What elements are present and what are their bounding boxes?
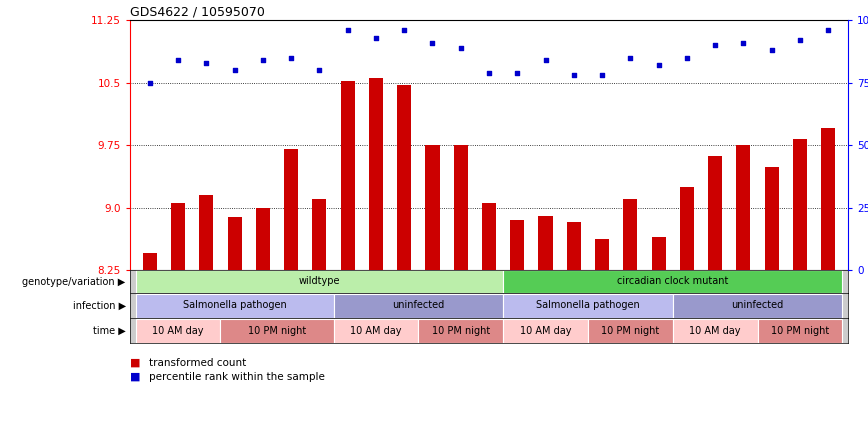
Bar: [765, 168, 779, 270]
Text: wildtype: wildtype: [299, 277, 340, 286]
Point: [538, 57, 552, 63]
Text: transformed count: transformed count: [149, 358, 247, 368]
Text: ■: ■: [130, 372, 141, 382]
Bar: [340, 81, 355, 270]
Point: [510, 69, 524, 76]
Bar: [256, 208, 270, 270]
Point: [227, 66, 241, 73]
Bar: [588, 319, 673, 343]
Point: [454, 44, 468, 51]
Text: ■: ■: [130, 358, 141, 368]
Bar: [708, 156, 722, 270]
Bar: [333, 294, 503, 318]
Bar: [227, 217, 241, 270]
Bar: [284, 149, 299, 270]
Text: 10 PM night: 10 PM night: [602, 326, 660, 335]
Text: GDS4622 / 10595070: GDS4622 / 10595070: [130, 6, 265, 19]
Text: 10 PM night: 10 PM night: [248, 326, 306, 335]
Bar: [135, 294, 333, 318]
Bar: [200, 195, 214, 270]
Point: [398, 27, 411, 33]
Point: [284, 54, 298, 61]
Bar: [425, 145, 439, 270]
Bar: [758, 319, 842, 343]
Bar: [736, 145, 751, 270]
Point: [256, 57, 270, 63]
Bar: [135, 319, 220, 343]
Text: uninfected: uninfected: [732, 300, 784, 310]
Point: [793, 37, 807, 44]
Point: [200, 59, 214, 66]
Bar: [673, 294, 842, 318]
Bar: [595, 239, 609, 270]
Text: 10 PM night: 10 PM night: [431, 326, 490, 335]
Bar: [503, 319, 588, 343]
Bar: [510, 220, 524, 270]
Bar: [398, 85, 411, 270]
Text: genotype/variation ▶: genotype/variation ▶: [23, 277, 126, 286]
Text: 10 AM day: 10 AM day: [689, 326, 741, 335]
Text: uninfected: uninfected: [392, 300, 444, 310]
Point: [341, 27, 355, 33]
Bar: [503, 270, 842, 293]
Bar: [680, 187, 694, 270]
Point: [623, 54, 637, 61]
Bar: [503, 294, 673, 318]
Bar: [454, 145, 468, 270]
Bar: [312, 199, 326, 270]
Point: [595, 71, 609, 78]
Point: [708, 41, 722, 48]
Text: 10 AM day: 10 AM day: [350, 326, 402, 335]
Text: infection ▶: infection ▶: [73, 300, 126, 310]
Bar: [623, 199, 637, 270]
Bar: [821, 128, 835, 270]
Text: circadian clock mutant: circadian clock mutant: [617, 277, 728, 286]
Point: [143, 79, 157, 86]
Text: 10 AM day: 10 AM day: [520, 326, 571, 335]
Bar: [792, 139, 807, 270]
Bar: [369, 78, 383, 270]
Bar: [482, 203, 496, 270]
Point: [652, 62, 666, 69]
Bar: [538, 216, 553, 270]
Bar: [673, 319, 758, 343]
Bar: [220, 319, 333, 343]
Bar: [652, 236, 666, 270]
Text: Salmonella pathogen: Salmonella pathogen: [183, 300, 286, 310]
Text: time ▶: time ▶: [93, 326, 126, 335]
Point: [736, 39, 750, 46]
Text: percentile rank within the sample: percentile rank within the sample: [149, 372, 325, 382]
Point: [567, 71, 581, 78]
Point: [171, 57, 185, 63]
Point: [312, 66, 326, 73]
Bar: [418, 319, 503, 343]
Text: Salmonella pathogen: Salmonella pathogen: [536, 300, 640, 310]
Bar: [333, 319, 418, 343]
Text: 10 PM night: 10 PM night: [771, 326, 829, 335]
Point: [369, 34, 383, 41]
Point: [765, 47, 779, 53]
Bar: [142, 253, 157, 270]
Text: 10 AM day: 10 AM day: [152, 326, 204, 335]
Bar: [135, 270, 503, 293]
Point: [821, 27, 835, 33]
Bar: [567, 222, 581, 270]
Point: [482, 69, 496, 76]
Point: [680, 54, 694, 61]
Bar: [171, 203, 185, 270]
Point: [425, 39, 439, 46]
